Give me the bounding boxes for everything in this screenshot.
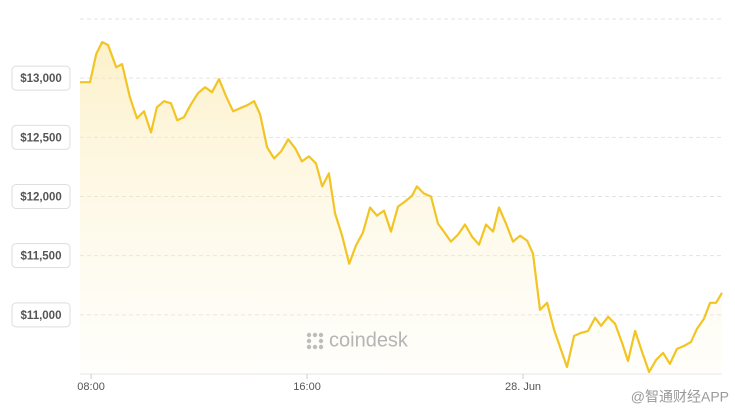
data (80, 41, 723, 374)
y-tick-box (11, 243, 71, 269)
y-tick-label: $12,500 (20, 132, 62, 144)
y-tick-box (11, 302, 71, 328)
x-tick-label: 28. Jun (505, 381, 541, 393)
logo (306, 332, 324, 350)
y-tick-box (11, 184, 71, 209)
x-tick-label: 16:00 (293, 381, 321, 393)
y-tick-label: $13,000 (20, 73, 62, 85)
y-tick-box (11, 65, 71, 91)
y-tick-label: $11,500 (21, 251, 62, 263)
price-line (80, 41, 723, 374)
y-tick-label: $12,000 (20, 192, 62, 204)
axes: $11,000 $11,500 $12,000 $12,500 $13,000 08:00… (11, 65, 541, 393)
price-area (80, 42, 722, 374)
y-tick-box (11, 124, 71, 150)
y-tick-label: $11,000 (21, 310, 62, 322)
watermark: coindesk (329, 329, 409, 351)
x-tick-label: 08:00 (77, 381, 105, 393)
source-watermark: @智通财经APP (631, 389, 729, 405)
